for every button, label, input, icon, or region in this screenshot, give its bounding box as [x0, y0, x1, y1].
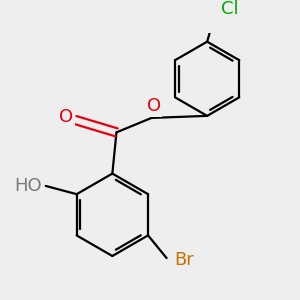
Text: O: O [146, 98, 161, 116]
Text: HO: HO [15, 177, 42, 195]
Text: Br: Br [174, 251, 194, 269]
Text: Cl: Cl [221, 0, 238, 18]
Text: O: O [59, 108, 73, 126]
